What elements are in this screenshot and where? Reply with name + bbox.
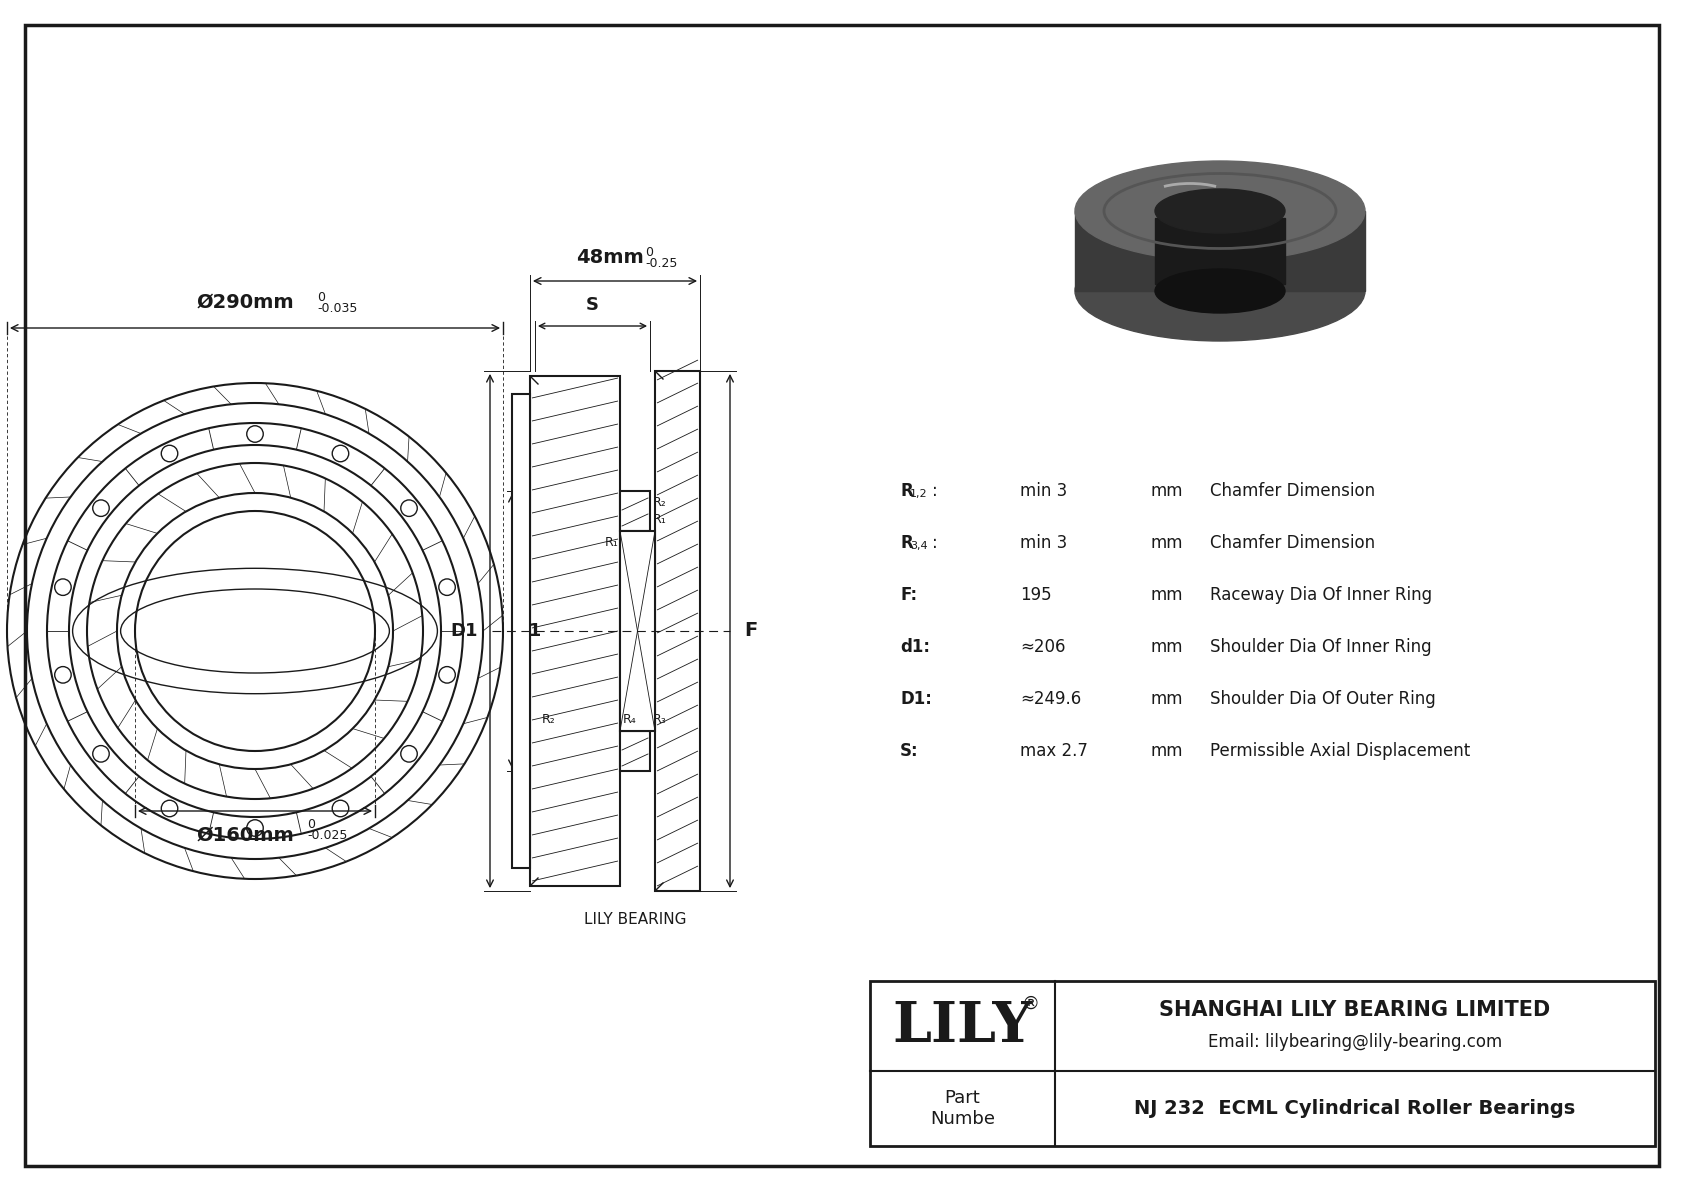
Text: Chamfer Dimension: Chamfer Dimension (1211, 534, 1376, 551)
Text: Part
Numbe: Part Numbe (930, 1089, 995, 1128)
Text: R₂: R₂ (653, 495, 667, 509)
Text: R₂: R₂ (542, 713, 556, 727)
Text: Chamfer Dimension: Chamfer Dimension (1211, 482, 1376, 500)
Text: mm: mm (1150, 534, 1182, 551)
Bar (655, 372, 701, 891)
Text: min 3: min 3 (1021, 482, 1068, 500)
Text: ≈249.6: ≈249.6 (1021, 690, 1081, 707)
Text: 195: 195 (1021, 586, 1051, 604)
Text: Ø160mm: Ø160mm (195, 827, 295, 844)
Text: :: : (931, 482, 938, 500)
Bar (530, 376, 620, 886)
Bar (620, 491, 650, 531)
Ellipse shape (1155, 189, 1285, 233)
Text: Ø290mm: Ø290mm (197, 293, 293, 312)
Text: 0: 0 (645, 247, 653, 258)
Text: min 3: min 3 (1021, 534, 1068, 551)
Text: NJ 232  ECML Cylindrical Roller Bearings: NJ 232 ECML Cylindrical Roller Bearings (1135, 1099, 1576, 1118)
Text: mm: mm (1150, 482, 1182, 500)
Text: Raceway Dia Of Inner Ring: Raceway Dia Of Inner Ring (1211, 586, 1431, 604)
Text: -0.035: -0.035 (317, 303, 357, 314)
Bar (620, 531, 655, 731)
Text: S:: S: (899, 742, 919, 760)
Text: 1,2: 1,2 (909, 490, 928, 499)
Text: ≈206: ≈206 (1021, 638, 1066, 656)
Bar (871, 981, 1655, 1146)
Text: LILY: LILY (893, 998, 1032, 1054)
Text: R₁: R₁ (653, 513, 667, 526)
Text: 0: 0 (306, 818, 315, 831)
Text: LILY BEARING: LILY BEARING (584, 911, 687, 927)
Text: 0: 0 (317, 291, 325, 304)
Text: d1:: d1: (899, 638, 930, 656)
Text: F:: F: (899, 586, 918, 604)
Text: R: R (899, 534, 913, 551)
Text: mm: mm (1150, 638, 1182, 656)
Text: R₃: R₃ (653, 713, 667, 727)
Polygon shape (1155, 218, 1285, 285)
Text: mm: mm (1150, 742, 1182, 760)
Text: -0.25: -0.25 (645, 257, 677, 270)
Text: F: F (744, 622, 758, 641)
Polygon shape (1074, 211, 1366, 291)
Text: :: : (931, 534, 938, 551)
Text: d1: d1 (515, 622, 541, 640)
Text: max 2.7: max 2.7 (1021, 742, 1088, 760)
Text: Shoulder Dia Of Inner Ring: Shoulder Dia Of Inner Ring (1211, 638, 1431, 656)
Text: D1:: D1: (899, 690, 931, 707)
Text: R₄: R₄ (623, 713, 637, 727)
Text: Permissible Axial Displacement: Permissible Axial Displacement (1211, 742, 1470, 760)
Bar (512, 394, 530, 868)
Text: D1: D1 (451, 622, 478, 640)
Text: ®: ® (1022, 994, 1039, 1014)
Text: -0.025: -0.025 (306, 829, 347, 842)
Text: R: R (899, 482, 913, 500)
Ellipse shape (1155, 269, 1285, 313)
Text: Email: lilybearing@lily-bearing.com: Email: lilybearing@lily-bearing.com (1207, 1033, 1502, 1050)
Text: 3,4: 3,4 (909, 541, 928, 551)
Text: mm: mm (1150, 690, 1182, 707)
Text: S: S (586, 297, 600, 314)
Text: 48mm: 48mm (576, 248, 643, 267)
Bar (620, 731, 650, 771)
Text: mm: mm (1150, 586, 1182, 604)
Ellipse shape (1074, 161, 1366, 261)
Text: SHANGHAI LILY BEARING LIMITED: SHANGHAI LILY BEARING LIMITED (1159, 1000, 1551, 1019)
Text: R₁: R₁ (605, 536, 618, 549)
Text: Shoulder Dia Of Outer Ring: Shoulder Dia Of Outer Ring (1211, 690, 1436, 707)
Ellipse shape (1074, 241, 1366, 341)
